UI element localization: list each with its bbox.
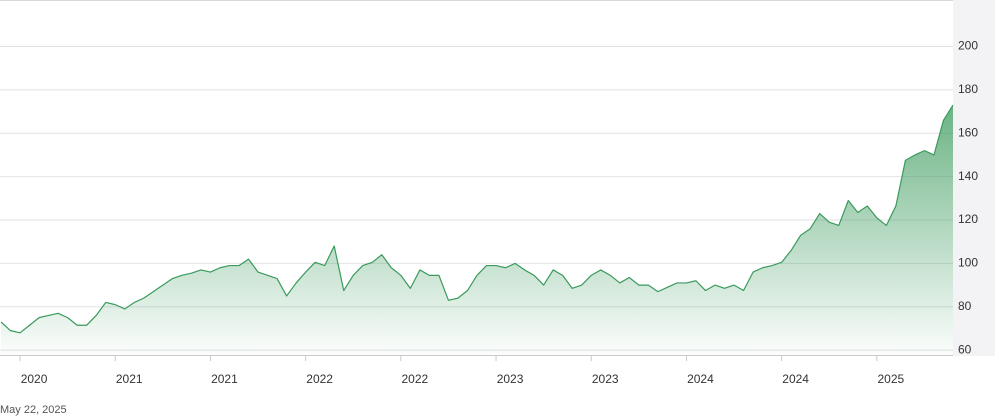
x-tick-label: 2022 (401, 372, 428, 386)
x-tick-label: 2020 (21, 372, 48, 386)
x-tick-label: 2021 (116, 372, 143, 386)
y-tick-label: 100 (958, 256, 978, 270)
y-tick-label: 160 (958, 125, 978, 139)
y-axis-panel (953, 0, 995, 356)
axes: 60 80 100 120 140 160 180 200 2020 2021 2021 2022 20… (19, 39, 978, 386)
y-tick-label: 140 (958, 169, 978, 183)
plot (0, 104, 954, 355)
y-tick-label: 180 (958, 82, 978, 96)
x-tick-label: 2023 (497, 372, 524, 386)
y-tick-label: 200 (958, 39, 978, 53)
date-label: May 22, 2025 (0, 404, 67, 416)
x-tick-label: 2025 (877, 372, 904, 386)
y-tick-label: 60 (958, 342, 972, 356)
area (1, 105, 953, 355)
x-tick-label: 2024 (687, 372, 714, 386)
x-tick-label: 2021 (211, 372, 238, 386)
y-tick-label: 120 (958, 212, 978, 226)
price-line (0, 104, 954, 334)
x-tick-label: 2022 (306, 372, 333, 386)
x-tick-label: 2023 (592, 372, 619, 386)
y-tick-label: 80 (958, 299, 972, 313)
x-tick-label: 2024 (782, 372, 809, 386)
